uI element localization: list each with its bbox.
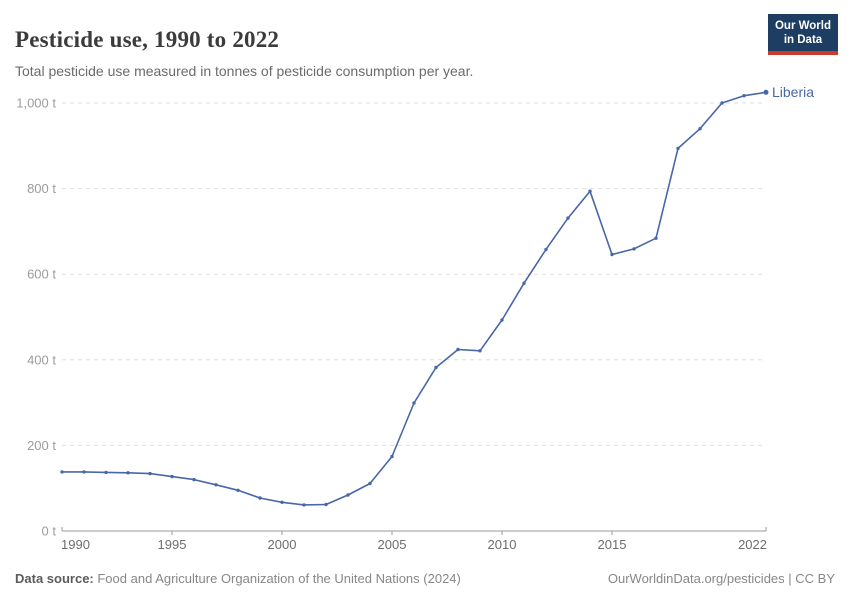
data-point[interactable] — [236, 488, 240, 492]
x-tick-label: 2015 — [598, 537, 627, 552]
y-tick-label: 600 t — [27, 267, 56, 282]
x-tick-label: 2010 — [488, 537, 517, 552]
y-tick-label: 0 t — [42, 524, 57, 539]
data-point[interactable] — [720, 101, 724, 105]
data-point[interactable] — [456, 347, 460, 352]
owid-logo-line2: in Data — [783, 34, 823, 46]
data-point[interactable] — [170, 474, 174, 479]
data-point[interactable] — [588, 189, 592, 193]
data-point[interactable] — [478, 349, 482, 353]
data-point[interactable] — [368, 481, 372, 486]
chart-footer: Data source: Food and Agriculture Organi… — [15, 571, 835, 586]
license-link[interactable]: OurWorldinData.org/pesticides | CC BY — [607, 571, 835, 586]
data-point[interactable] — [434, 365, 438, 370]
data-line-liberia[interactable] — [61, 91, 767, 506]
data-point[interactable] — [214, 483, 218, 487]
data-point[interactable] — [412, 401, 416, 405]
data-point[interactable] — [390, 454, 394, 459]
x-tick-label: 1990 — [61, 537, 90, 552]
y-tick-label: 400 t — [27, 352, 56, 367]
data-point[interactable] — [566, 216, 570, 220]
y-tick-label: 1,000 t — [16, 96, 56, 111]
x-tick-label: 2005 — [378, 537, 407, 552]
data-point[interactable] — [698, 127, 702, 131]
data-point[interactable] — [60, 470, 64, 474]
entity-label-liberia[interactable]: Liberia — [772, 84, 814, 100]
data-point[interactable] — [280, 500, 284, 504]
data-point[interactable] — [676, 146, 680, 151]
data-point[interactable] — [763, 89, 769, 95]
data-point[interactable] — [258, 496, 262, 500]
data-point[interactable] — [82, 470, 86, 474]
data-point[interactable] — [500, 318, 504, 322]
data-point[interactable] — [324, 502, 328, 507]
data-point[interactable] — [126, 471, 130, 475]
x-tick-label: 1995 — [158, 537, 187, 552]
page-title: Pesticide use, 1990 to 2022 — [15, 27, 280, 53]
data-point[interactable] — [302, 503, 306, 507]
data-point[interactable] — [544, 247, 548, 252]
data-point[interactable] — [742, 94, 746, 98]
data-source-value: Food and Agriculture Organization of the… — [93, 571, 461, 586]
data-point[interactable] — [610, 252, 614, 257]
data-point[interactable] — [346, 493, 350, 497]
data-source-note: Data source: Food and Agriculture Organi… — [15, 571, 461, 586]
x-tick-label: 2000 — [268, 537, 297, 552]
owid-logo-line1: Our World — [774, 20, 831, 32]
data-point[interactable] — [654, 236, 658, 240]
y-tick-label: 800 t — [27, 181, 56, 196]
data-point[interactable] — [104, 470, 108, 475]
data-point[interactable] — [192, 477, 196, 482]
x-tick-label: 2022 — [738, 537, 767, 552]
data-point[interactable] — [632, 247, 636, 251]
y-tick-label: 200 t — [27, 438, 56, 453]
owid-logo[interactable]: Our World in Data — [768, 14, 838, 55]
page-subtitle: Total pesticide use measured in tonnes o… — [15, 63, 474, 79]
data-source-label: Data source: — [15, 571, 94, 586]
data-point[interactable] — [148, 471, 152, 476]
data-point[interactable] — [522, 281, 526, 285]
